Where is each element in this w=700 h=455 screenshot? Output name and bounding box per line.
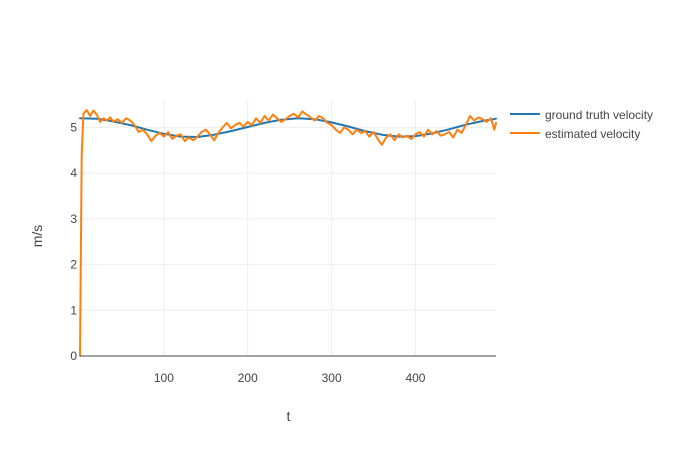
- x-tick-label: 200: [238, 371, 258, 385]
- legend-item-estimated[interactable]: estimated velocity: [510, 127, 640, 141]
- grid-lines: [80, 100, 496, 356]
- legend-label-estimated: estimated velocity: [545, 127, 640, 141]
- tick-labels: 0 1 2 3 4 5 100 200 300 400: [70, 120, 426, 385]
- y-tick-label: 0: [70, 349, 77, 363]
- legend-label-ground-truth: ground truth velocity: [545, 108, 653, 122]
- y-tick-label: 2: [70, 258, 77, 272]
- x-axis-title: t: [287, 408, 291, 424]
- y-tick-label: 4: [70, 166, 77, 180]
- x-tick-label: 300: [322, 371, 342, 385]
- y-tick-label: 5: [70, 120, 77, 134]
- y-tick-label: 3: [70, 212, 77, 226]
- x-tick-label: 100: [154, 371, 174, 385]
- series-line-estimated: [79, 109, 497, 357]
- series-lines: [79, 109, 497, 357]
- legend[interactable]: ground truth velocity estimated velocity: [510, 108, 653, 141]
- y-axis-title: m/s: [29, 225, 45, 248]
- series-line-ground-truth: [79, 117, 497, 138]
- y-tick-label: 1: [70, 303, 77, 317]
- legend-item-ground-truth[interactable]: ground truth velocity: [510, 108, 653, 122]
- x-tick-label: 400: [405, 371, 425, 385]
